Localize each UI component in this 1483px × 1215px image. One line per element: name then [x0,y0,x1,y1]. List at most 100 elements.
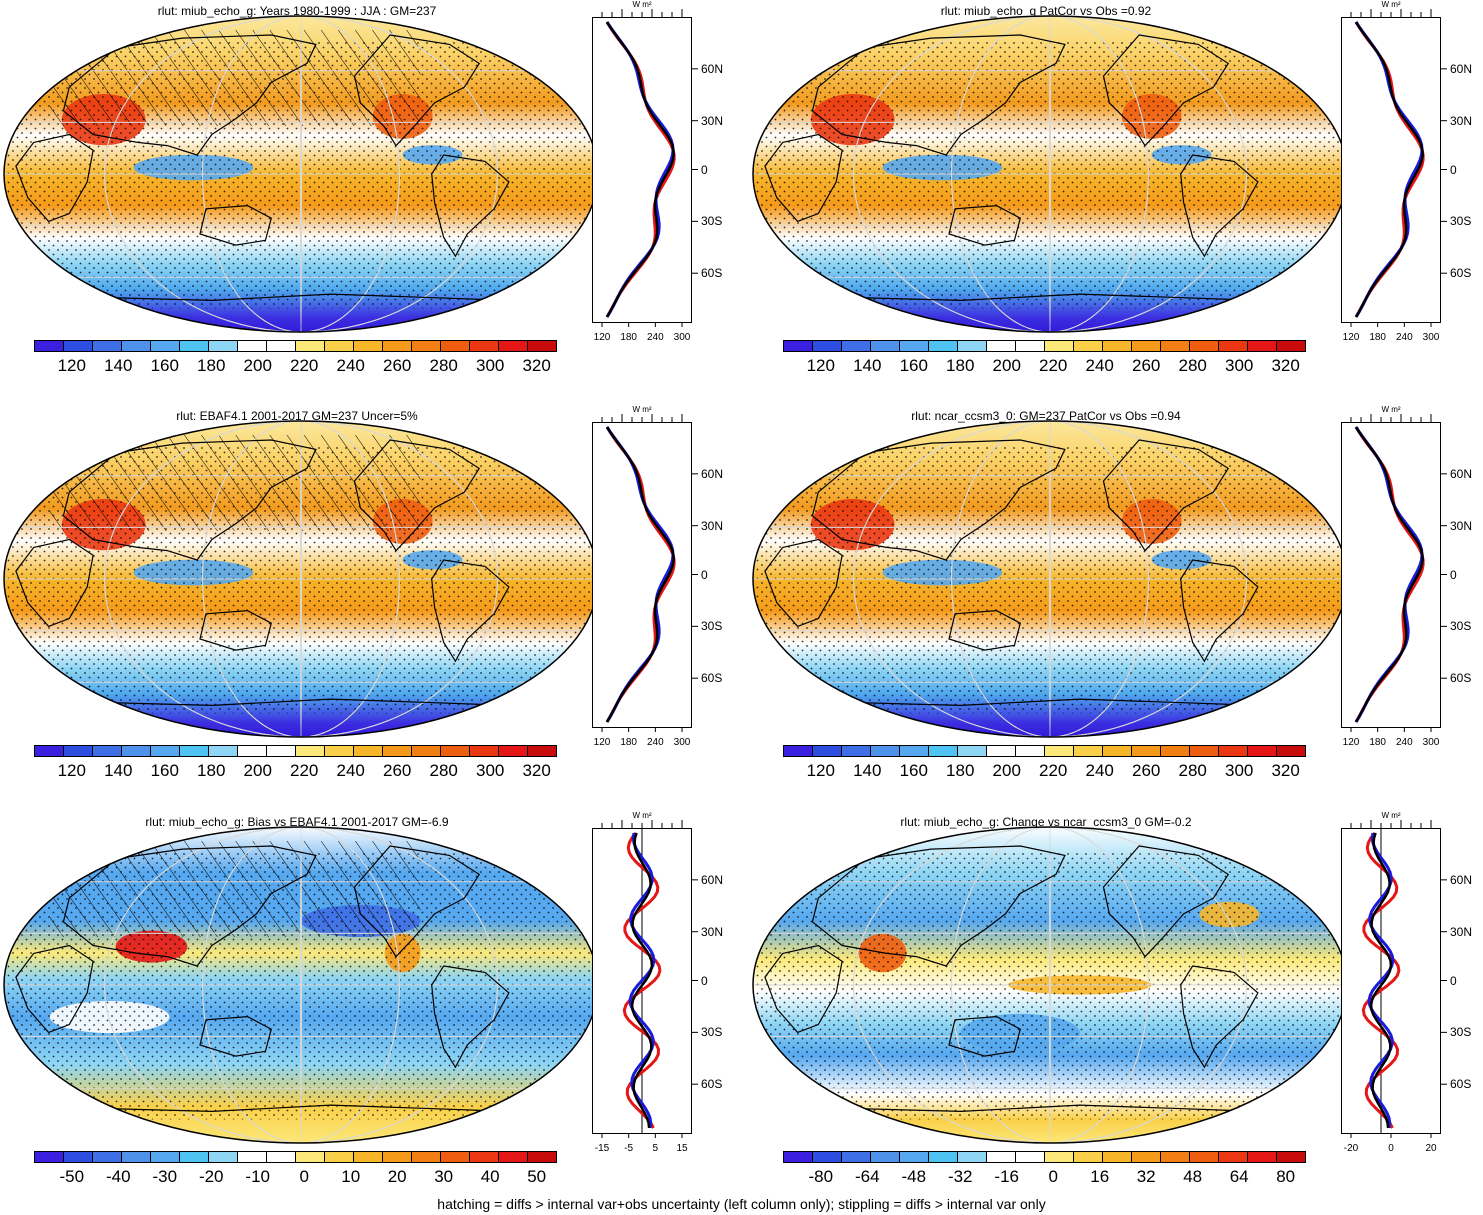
coastline [93,293,509,302]
colorbar-swatch [383,341,412,351]
colorbar-tick-label: -48 [901,1167,927,1186]
colorbar [34,1151,557,1163]
latitude-label: 60N [701,466,724,481]
colorbar-swatch [929,341,958,351]
colorbar-swatch [813,341,842,351]
colorbar-swatch [180,746,209,756]
latitude-label: 30N [1450,113,1473,128]
colorbar-swatch [1190,1152,1219,1162]
zonal-unit-label: W m² [632,811,651,820]
latitude-label: 60N [701,872,724,887]
colorbar-tick-label: 80 [1276,1167,1296,1186]
zonal-tick-label: -20 [1344,1143,1359,1154]
latitude-label: 60S [701,266,723,281]
colorbar-labels: -50 -40 -30 -20 -10 0 10 20 30 40 50 [34,1167,557,1187]
latitude-label: 0 [1450,567,1457,582]
zonal-tick-label: 120 [594,332,611,343]
colorbar-tick-label: 64 [1229,1167,1249,1186]
colorbar-swatch [180,1152,209,1162]
colorbar [34,745,557,757]
zonal-tick-label: -15 [595,1143,610,1154]
latitude-label: 30S [1450,619,1472,634]
colorbar-swatch [35,1152,64,1162]
zonal-tick-label: 120 [1343,737,1360,748]
colorbar-tick-label: 180 [946,356,975,375]
coastline [811,34,1066,156]
colorbar-swatch [499,746,528,756]
colorbar-swatch [1016,1152,1045,1162]
panel-title: rlut: EBAF4.1 2001-2017 GM=237 Uncer=5% [176,409,418,423]
colorbar-swatch [238,1152,267,1162]
colorbar-tick-label: 300 [1224,356,1254,375]
colorbar-swatch [93,341,122,351]
colorbar-tick-label: 160 [150,356,179,375]
zonal-tick-label: 180 [1369,737,1386,748]
coastline [15,133,94,223]
latitude-label: 60S [701,671,723,686]
panel-title: rlut: miub_echo_g: Change vs ncar_ccsm3_… [900,815,1192,829]
zonal-mean-plot: 120 180 240 300 W m² [592,0,698,343]
colorbar-tick-label: -16 [994,1167,1020,1186]
latitude-label: 60S [1450,1077,1472,1092]
latitude-label: 0 [1450,973,1457,988]
colorbar-tick-label: 140 [853,356,882,375]
latitude-label: 0 [701,567,708,582]
colorbar-swatch [209,341,238,351]
zonal-tick-label: 180 [1369,332,1386,343]
colorbar-swatch [871,341,900,351]
colorbar-tick-label: 140 [104,761,133,780]
colorbar-swatch [267,1152,296,1162]
colorbar-tick-label: 280 [1178,761,1207,780]
colorbar-swatch [441,746,470,756]
colorbar-swatch [325,341,354,351]
coastline [431,154,510,258]
coastline [764,538,843,628]
zonal-unit-label: W m² [1381,405,1400,414]
coastline [948,609,1022,651]
latitude-label: 30N [1450,518,1473,533]
panel-title: rlut: ncar_ccsm3_0: GM=237 PatCor vs Obs… [911,409,1181,423]
colorbar-tick-label: 280 [1178,356,1207,375]
coastline [62,439,317,561]
robinson-map [3,15,599,333]
colorbar-swatch [1016,746,1045,756]
colorbar-tick-label: 160 [899,761,928,780]
coastline [199,609,273,651]
latitude-label: 60N [1450,872,1473,887]
coastline [93,698,509,707]
zonal-unit-label: W m² [1381,0,1400,9]
colorbar-tick-label: 220 [1039,761,1068,780]
colorbar-swatch [470,1152,499,1162]
latitude-label: 60N [1450,466,1473,481]
zonal-tick-label: 120 [594,737,611,748]
zonal-tick-label: 240 [647,332,664,343]
colorbar-swatch [1219,746,1248,756]
colorbar-swatch [987,341,1016,351]
colorbar-tick-label: 140 [853,761,882,780]
colorbar-tick-label: 120 [806,761,835,780]
zonal-unit-label: W m² [632,405,651,414]
latitude-label: 30S [1450,214,1472,229]
coastline [62,845,317,967]
colorbar-swatch [1132,1152,1161,1162]
colorbar-tick-label: 120 [806,356,835,375]
zonal-curve [1354,21,1424,318]
zonal-curve [628,832,656,1129]
colorbar-tick-label: 0 [1048,1167,1058,1186]
coastline [353,34,481,147]
colorbar-swatch [122,746,151,756]
colorbar-tick-label: 300 [475,356,505,375]
colorbar-swatch [296,746,325,756]
colorbar-tick-label: 30 [434,1167,454,1186]
colorbar-swatch [1277,1152,1305,1162]
coastline [811,439,1066,561]
latitude-label: 30S [701,214,723,229]
colorbar-swatch [929,1152,958,1162]
colorbar-tick-label: 300 [1224,761,1254,780]
coastline [948,1015,1022,1057]
coastline [1102,34,1230,147]
colorbar-tick-label: 260 [383,761,412,780]
zonal-mean-plot: 120 180 240 300 W m² [592,405,698,748]
colorbar-swatch [354,1152,383,1162]
colorbar-labels: 120 140 160 180 200 220 240 260 280 300 320 [34,761,557,781]
